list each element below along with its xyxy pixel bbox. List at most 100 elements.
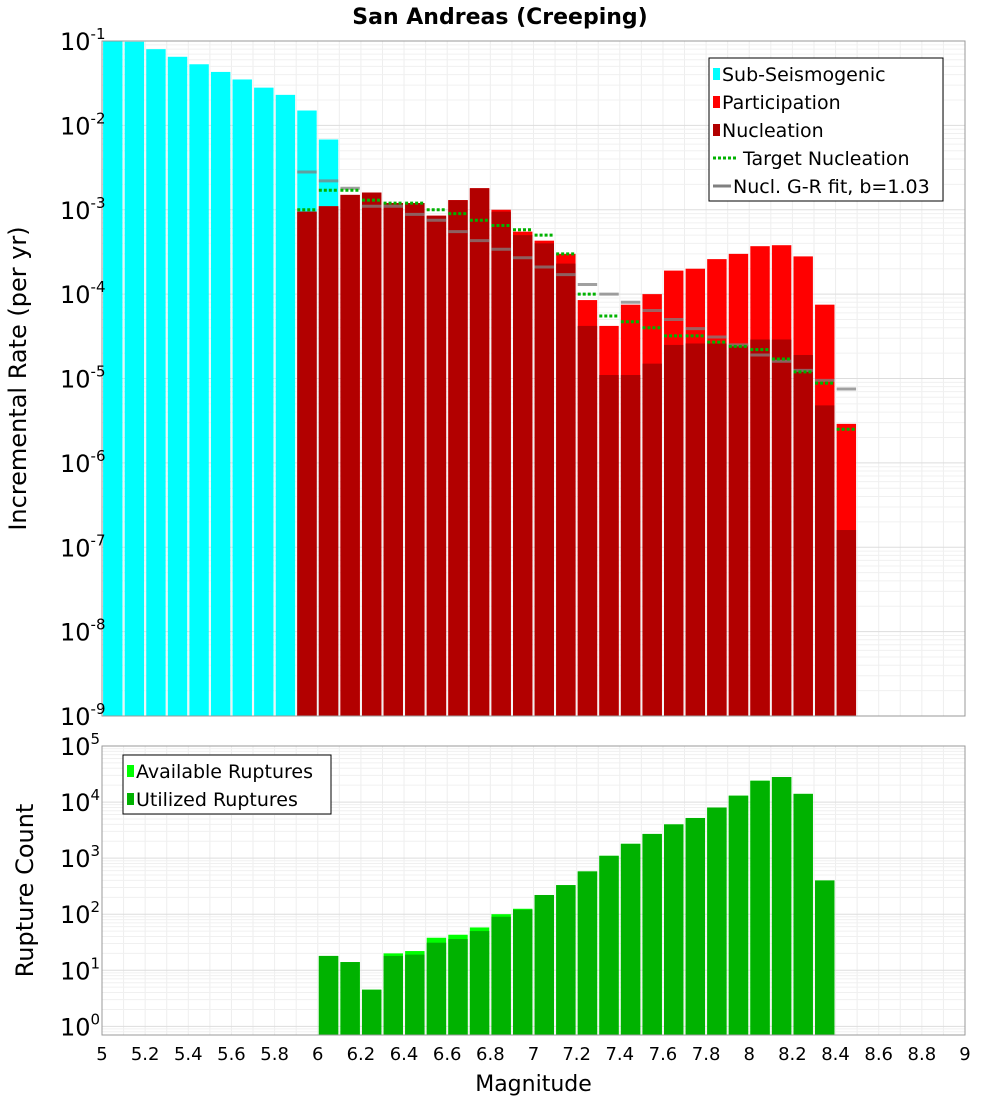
sub-seismogenic-swatch — [713, 68, 720, 80]
y-tick-label: 10-1 — [60, 25, 106, 56]
nucleation-bar — [448, 200, 468, 716]
sub-seismogenic-bar — [210, 71, 231, 717]
nucleation-bar — [405, 203, 425, 716]
target-nucleation-marks — [297, 188, 857, 431]
nucleation-bar — [556, 263, 576, 716]
nucleation-bar — [620, 375, 641, 716]
chart-title: San Andreas (Creeping) — [352, 5, 647, 30]
sub-seismogenic-legend-label: Sub-Seismogenic — [722, 64, 886, 86]
y-tick-label: 104 — [60, 786, 100, 817]
utilized-ruptures-bar — [513, 909, 533, 1035]
participation-swatch — [713, 96, 720, 108]
y-tick-label: 105 — [60, 730, 100, 761]
x-ticks: 5 5.2 5.4 5.6 5.8 6 6.2 6.4 6.6 6.8 7 7.2 7.4 7.6 7.8 8… — [96, 1044, 970, 1065]
top-y-axis-label: Incremental Rate (per yr) — [4, 226, 32, 530]
x-tick-label: 8.4 — [821, 1044, 850, 1065]
utilized-ruptures-bar — [405, 954, 425, 1035]
sub-seismogenic-bar — [189, 64, 209, 716]
x-tick-label: 7 — [528, 1044, 539, 1065]
utilized-ruptures-bar — [815, 880, 835, 1035]
gr-fit-marks — [297, 170, 857, 391]
nucleation-bar — [426, 215, 447, 717]
nucleation-swatch — [713, 124, 720, 136]
utilized-ruptures-bar — [340, 962, 360, 1035]
y-tick-label: 100 — [60, 1010, 100, 1041]
sub-seismogenic-bar — [232, 79, 252, 717]
nucleation-bar — [318, 206, 339, 716]
y-tick-label: 10-7 — [60, 531, 106, 562]
x-tick-label: 8 — [744, 1044, 755, 1065]
x-tick-label: 6.6 — [433, 1044, 462, 1065]
utilized-ruptures-bar — [685, 817, 706, 1035]
x-tick-label: 5.8 — [260, 1044, 289, 1065]
y-tick-label: 10-9 — [60, 700, 106, 731]
utilized-ruptures-bar — [383, 955, 403, 1035]
top-legend: Sub-Seismogenic Participation Nucleation Ta… — [708, 57, 944, 202]
nucleation-bar — [361, 192, 382, 717]
y-tick-label: 101 — [60, 954, 100, 985]
nucleation-bar — [664, 344, 684, 716]
nucleation-bar — [577, 325, 598, 716]
bottom-y-axis-label: Rupture Count — [11, 804, 39, 978]
x-tick-label: 5 — [96, 1044, 107, 1065]
utilized-ruptures-bar — [620, 843, 641, 1035]
nucleation-bar — [815, 405, 835, 716]
utilized-ruptures-bar — [793, 793, 813, 1035]
utilized-ruptures-bar — [750, 780, 770, 1035]
x-tick-label: 8.6 — [864, 1044, 893, 1065]
nucleation-bar — [491, 211, 511, 716]
utilized-ruptures-bar — [469, 931, 490, 1035]
utilized-ruptures-bar — [599, 855, 619, 1035]
top-y-ticks: 10-9 10-8 10-7 10-6 10-5 10-4 10-3 10-2 10-1 — [60, 25, 106, 731]
y-tick-label: 10-3 — [60, 194, 106, 225]
x-tick-label: 7.2 — [562, 1044, 591, 1065]
x-tick-label: 6 — [312, 1044, 323, 1065]
utilized-ruptures-swatch — [127, 793, 134, 805]
nucleation-bar — [297, 211, 317, 716]
utilized-ruptures-bars — [318, 776, 835, 1035]
x-tick-label: 8.2 — [778, 1044, 807, 1065]
x-tick-label: 5.6 — [217, 1044, 246, 1065]
available-ruptures-swatch — [127, 765, 134, 777]
nucleation-bar — [793, 354, 813, 716]
participation-legend-label: Participation — [722, 92, 841, 114]
nucleation-bar — [728, 344, 749, 716]
x-tick-label: 7.6 — [649, 1044, 678, 1065]
nucleation-bar — [599, 375, 619, 716]
nucleation-bar — [642, 363, 662, 716]
utilized-ruptures-bar — [664, 824, 684, 1035]
nucleation-bar — [340, 194, 360, 716]
utilized-ruptures-bar — [491, 916, 511, 1035]
available-ruptures-legend-label: Available Ruptures — [136, 761, 313, 783]
legend-box — [708, 57, 944, 202]
y-tick-label: 10-5 — [60, 363, 106, 394]
x-tick-label: 7.4 — [605, 1044, 634, 1065]
x-tick-label: 5.2 — [131, 1044, 160, 1065]
utilized-ruptures-bar — [534, 894, 554, 1035]
x-tick-label: 8.8 — [908, 1044, 937, 1065]
y-tick-label: 10-2 — [60, 109, 106, 140]
top-plot-frame — [101, 40, 966, 717]
nucleation-bar — [383, 203, 403, 716]
bottom-legend: Available Ruptures Utilized Ruptures — [122, 754, 332, 815]
nucleation-bar — [750, 339, 770, 716]
nucleation-legend-label: Nucleation — [722, 120, 824, 142]
nucl-g-r-fit-b-1-03-legend-label: Nucl. G-R fit, b=1.03 — [733, 176, 930, 198]
nucleation-bar — [836, 530, 857, 716]
x-tick-label: 6.4 — [390, 1044, 419, 1065]
bottom-plot-frame — [101, 745, 966, 1036]
x-axis-label: Magnitude — [475, 1072, 592, 1097]
utilized-ruptures-bar — [642, 833, 662, 1035]
nucleation-bar — [469, 188, 490, 717]
utilized-ruptures-bar — [318, 955, 339, 1035]
utilized-ruptures-legend-label: Utilized Ruptures — [136, 789, 298, 811]
legend-box — [122, 754, 332, 815]
nucleation-bar — [513, 235, 533, 716]
bottom-y-ticks: 100 101 102 103 104 105 — [60, 730, 100, 1041]
utilized-ruptures-bar — [707, 807, 727, 1035]
x-tick-label: 5.4 — [174, 1044, 203, 1065]
sub-seismogenic-bar — [103, 41, 123, 716]
nucleation-bar — [707, 343, 727, 716]
x-tick-label: 6.8 — [476, 1044, 505, 1065]
